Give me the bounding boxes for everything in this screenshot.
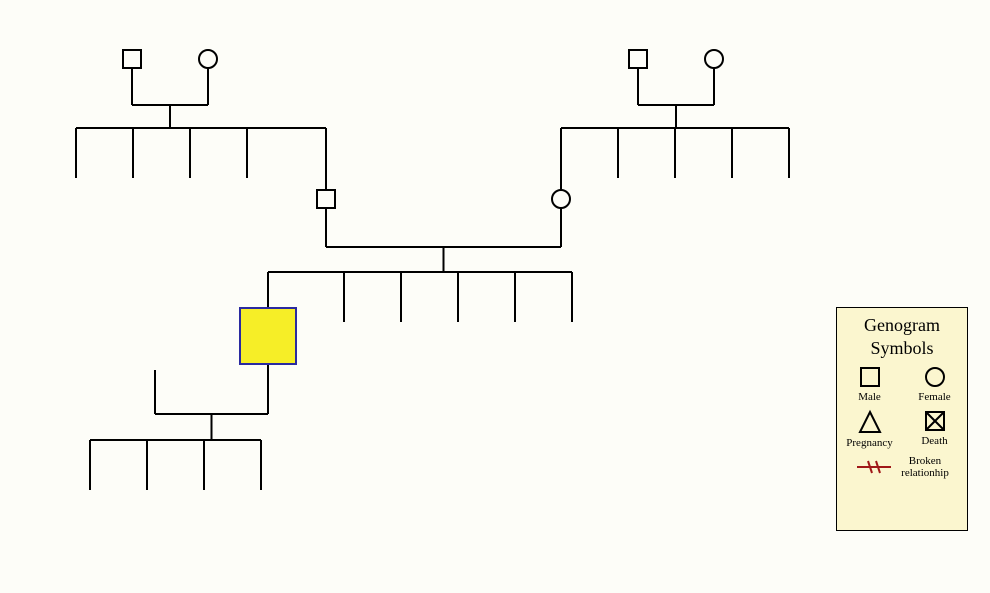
legend-label-pregnancy: Pregnancy [846, 437, 892, 449]
legend-cell-female: Female [902, 365, 967, 403]
legend-row-broken: Brokenrelationhip [837, 455, 967, 479]
legend-cell-death: Death [902, 409, 967, 447]
legend-title-line2: Symbols [870, 338, 933, 358]
legend-pregnancy-icon [857, 409, 883, 435]
legend-label-broken: Brokenrelationhip [901, 455, 949, 479]
legend-row-1: Male Female [837, 365, 967, 403]
legend-cell-pregnancy: Pregnancy [837, 409, 902, 449]
node-mother [552, 190, 570, 208]
legend-title-line1: Genogram [864, 315, 940, 335]
legend-female-icon [923, 365, 947, 389]
node-mgm [705, 50, 723, 68]
legend-male-icon [858, 365, 882, 389]
legend-death-icon [923, 409, 947, 433]
legend-title: Genogram Symbols [837, 308, 967, 359]
node-father [317, 190, 335, 208]
legend-row-2: Pregnancy Death [837, 409, 967, 449]
legend-label-death: Death [921, 435, 947, 447]
genogram-stage: Genogram Symbols Male Female Pregnancy Death B… [0, 0, 990, 593]
legend-label-male: Male [858, 391, 881, 403]
legend-box: Genogram Symbols Male Female Pregnancy Death B… [836, 307, 968, 531]
node-mgf [629, 50, 647, 68]
node-proband [240, 308, 296, 364]
legend-label-female: Female [918, 391, 950, 403]
legend-cell-male: Male [837, 365, 902, 403]
node-pgf [123, 50, 141, 68]
node-pgm [199, 50, 217, 68]
legend-broken-icon [855, 458, 893, 476]
